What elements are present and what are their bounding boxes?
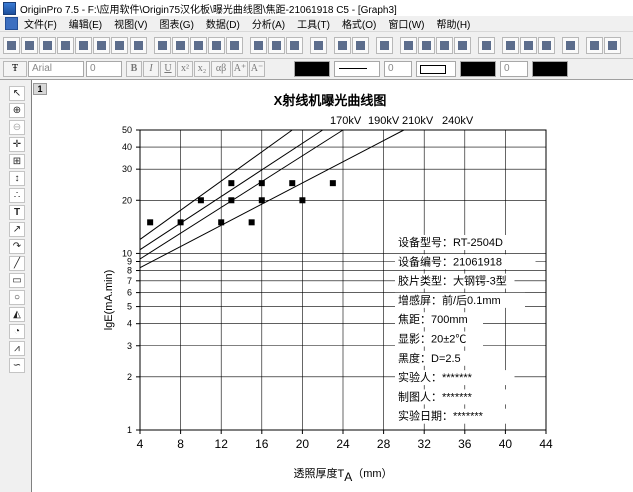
rectangle-tool-icon[interactable]: ▭ (9, 273, 25, 288)
increase-font-button[interactable]: A⁺ (232, 61, 248, 77)
new-matrix-icon[interactable] (75, 37, 92, 54)
font-size-select[interactable]: 0 (86, 61, 122, 77)
line-style-swatch (339, 68, 367, 69)
open-template-icon[interactable] (172, 37, 189, 54)
zoom-window-icon[interactable] (538, 37, 555, 54)
open-icon[interactable] (154, 37, 171, 54)
circle-tool-icon[interactable]: ○ (9, 290, 25, 305)
import-ascii-icon[interactable] (250, 37, 267, 54)
underline-button[interactable]: U (160, 61, 176, 77)
superscript-button[interactable]: x² (177, 61, 193, 77)
decrease-font-button[interactable]: A⁻ (249, 61, 265, 77)
line-width-select[interactable]: 0 (384, 61, 412, 77)
command-window-icon[interactable] (454, 37, 471, 54)
region-tool-icon[interactable]: ◔ (9, 324, 25, 339)
menu-view[interactable]: 视图(V) (114, 20, 148, 31)
greek-button[interactable]: αβ (211, 61, 231, 77)
tools-toolbar: ↖ ⊕ ⊖ ✛ ⊞ ↕ ∴ T ↗ ↷ ╱ ▭ ○ ◭ ◔ ⩘ ∽ (0, 80, 31, 492)
pointer-tool-icon[interactable]: ↖ (9, 86, 25, 101)
font-name-select[interactable]: Arial (28, 61, 84, 77)
code-builder-icon[interactable] (376, 37, 393, 54)
polygon-tool-icon[interactable]: ◭ (9, 307, 25, 322)
standard-toolbar (0, 31, 633, 59)
import-thermo-icon[interactable] (286, 37, 303, 54)
layout-icon[interactable] (562, 37, 579, 54)
subscript-button[interactable]: x₂ (194, 61, 210, 77)
import-multiple-icon[interactable] (268, 37, 285, 54)
menu-help[interactable]: 帮助(H) (436, 20, 471, 31)
menu-window[interactable]: 窗口(W) (388, 20, 425, 31)
menu-data[interactable]: 数据(D) (205, 20, 240, 31)
text-tool-icon[interactable]: T (9, 205, 25, 220)
curved-arrow-tool-icon[interactable]: ↷ (9, 239, 25, 254)
menu-graph[interactable]: 图表(G) (159, 20, 194, 31)
new-layout-icon[interactable] (111, 37, 128, 54)
new-excel-icon[interactable] (39, 37, 56, 54)
save-template-icon[interactable] (226, 37, 243, 54)
bold-button[interactable]: B (126, 61, 142, 77)
border-color-select[interactable] (532, 61, 568, 77)
fill-color-select[interactable] (416, 61, 456, 77)
duplicate-icon[interactable] (352, 37, 369, 54)
results-log-icon[interactable] (400, 37, 417, 54)
new-notes-icon[interactable] (130, 37, 147, 54)
italic-button[interactable]: I (143, 61, 159, 77)
title-bar: OriginPro 7.5 - F:\应用软件\Origin75汉化板\曝光曲线… (0, 0, 633, 16)
open-excel-icon[interactable] (190, 37, 207, 54)
menu-format[interactable]: 格式(O) (341, 20, 377, 31)
zoom-layer-icon[interactable] (502, 37, 519, 54)
arrange-layers-icon[interactable] (586, 37, 603, 54)
origin-app-icon (3, 1, 16, 15)
fill-swatch (420, 65, 446, 74)
graph-page[interactable] (31, 80, 633, 492)
polyline-tool-icon[interactable]: ⩘ (9, 341, 25, 356)
merge-graph-icon[interactable] (604, 37, 621, 54)
add-layer-icon[interactable] (478, 37, 495, 54)
pattern-size-select[interactable]: 0 (500, 61, 528, 77)
line-style-select[interactable] (334, 61, 380, 77)
menu-analysis[interactable]: 分析(A) (251, 20, 286, 31)
line-tool-icon[interactable]: ╱ (9, 256, 25, 271)
zoom-in-tool-icon[interactable]: ⊕ (9, 103, 25, 118)
print-icon[interactable] (310, 37, 327, 54)
new-project-icon[interactable] (3, 37, 20, 54)
menu-tools[interactable]: 工具(T) (297, 20, 330, 31)
format-toolbar: Ŧ Arial 0 B I U x² x₂ αβ A⁺ A⁻ 0 0 (0, 59, 633, 80)
refresh-icon[interactable] (334, 37, 351, 54)
font-color-select[interactable] (294, 61, 330, 77)
screen-reader-tool-icon[interactable]: ✛ (9, 137, 25, 152)
pattern-color-select[interactable] (460, 61, 496, 77)
menu-bar: 文件(F) 编辑(E) 视图(V) 图表(G) 数据(D) 分析(A) 工具(T… (0, 16, 633, 31)
graph-window-icon[interactable] (5, 17, 18, 30)
freehand-tool-icon[interactable]: ∽ (9, 358, 25, 373)
project-explorer-icon[interactable] (436, 37, 453, 54)
draw-data-tool-icon[interactable]: ∴ (9, 188, 25, 203)
zoom-out-tool-icon[interactable]: ⊖ (9, 120, 25, 135)
layer-indicator[interactable]: 1 (33, 83, 47, 95)
data-selector-tool-icon[interactable]: ↕ (9, 171, 25, 186)
new-function-icon[interactable] (93, 37, 110, 54)
new-graph-icon[interactable] (57, 37, 74, 54)
menu-edit[interactable]: 编辑(E) (68, 20, 103, 31)
menu-file[interactable]: 文件(F) (24, 20, 57, 31)
window-title: OriginPro 7.5 - F:\应用软件\Origin75汉化板\曝光曲线… (20, 4, 397, 16)
new-worksheet-icon[interactable] (21, 37, 38, 54)
arrow-tool-icon[interactable]: ↗ (9, 222, 25, 237)
save-project-icon[interactable] (208, 37, 225, 54)
font-type-icon[interactable]: Ŧ (3, 61, 27, 77)
zoom-page-icon[interactable] (520, 37, 537, 54)
data-reader-tool-icon[interactable]: ⊞ (9, 154, 25, 169)
script-window-icon[interactable] (418, 37, 435, 54)
